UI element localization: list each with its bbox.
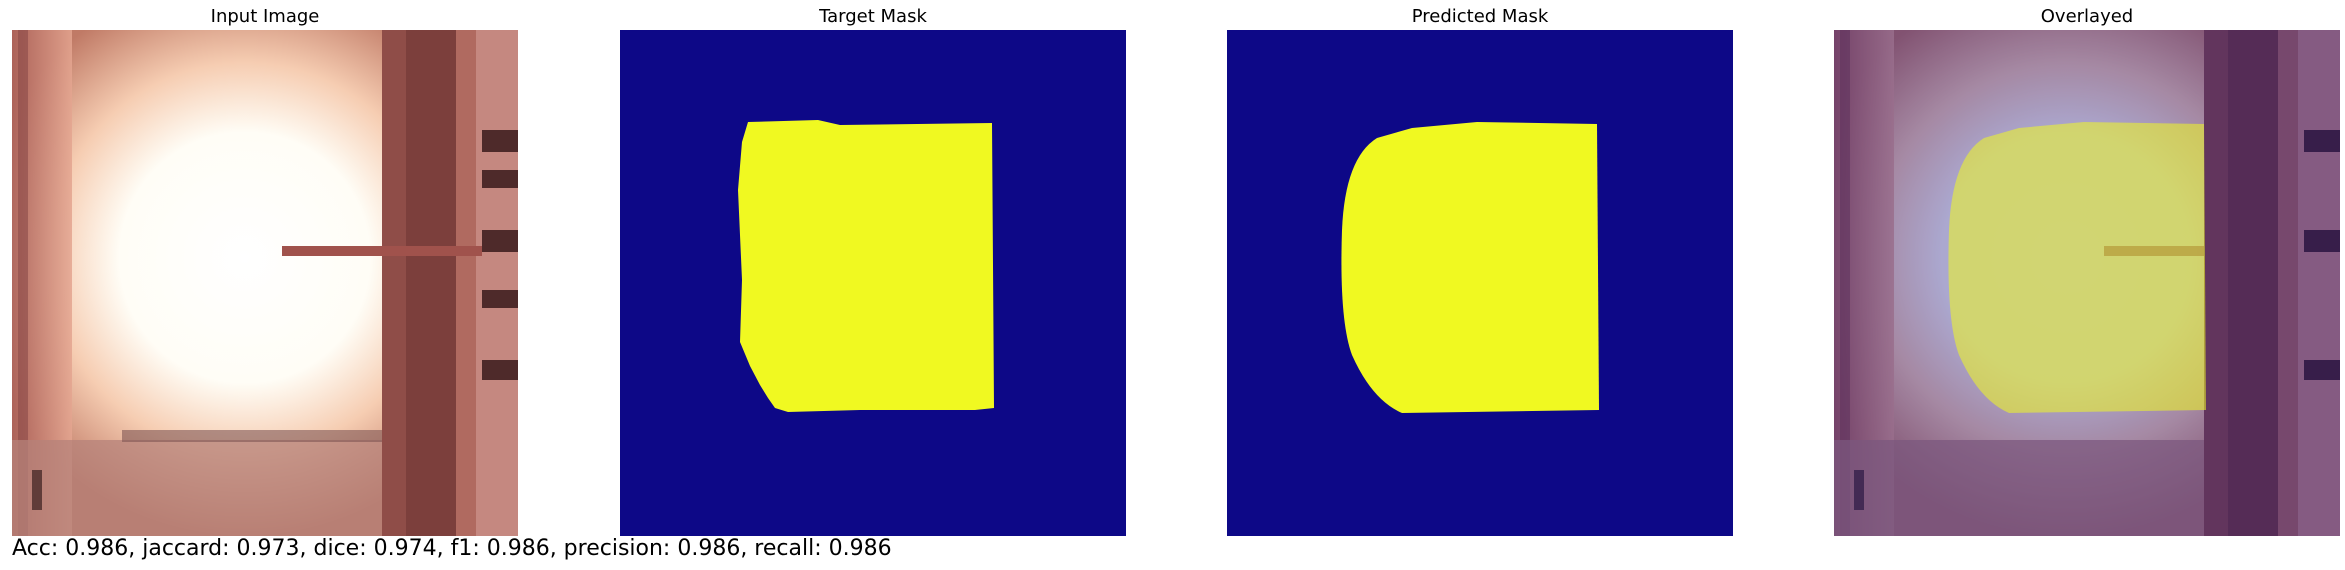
input-image-panel: [12, 30, 518, 536]
predicted-mask-title: Predicted Mask: [1411, 6, 1549, 27]
input-image-title: Input Image: [210, 6, 320, 27]
input-image: [12, 30, 518, 536]
overlayed-panel: [1834, 30, 2340, 536]
metrics-text: Acc: 0.986, jaccard: 0.973, dice: 0.974,…: [12, 536, 892, 561]
overlayed-image: [1834, 30, 2340, 536]
target-mask: [620, 30, 1126, 536]
overlayed-title: Overlayed: [2040, 6, 2134, 27]
predicted-mask-panel: [1227, 30, 1733, 536]
target-mask-title: Target Mask: [819, 6, 927, 27]
target-mask-panel: [620, 30, 1126, 536]
predicted-mask: [1227, 30, 1733, 536]
